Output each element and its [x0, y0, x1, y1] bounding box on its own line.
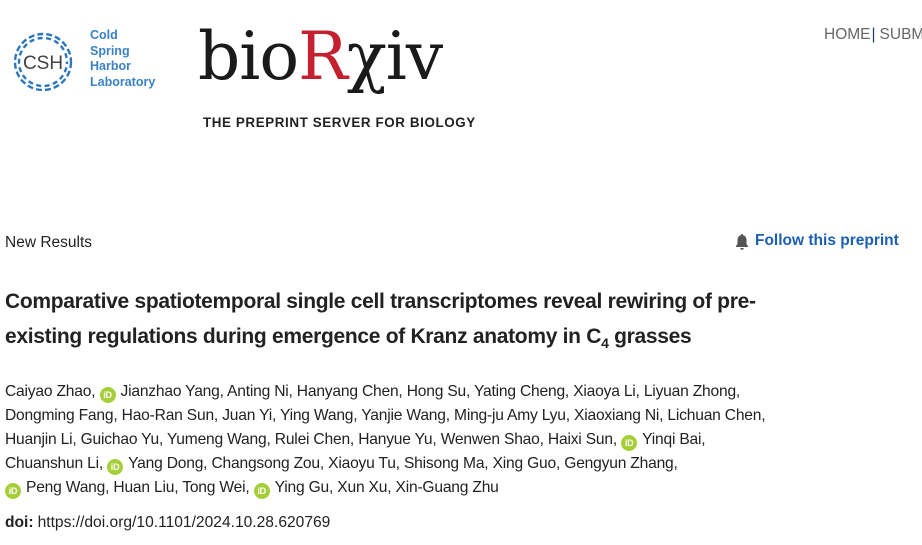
author-name: Ying Gu,	[274, 479, 334, 496]
author-name: Hanyang Chen,	[296, 383, 403, 400]
csh-logo-text: CSH	[23, 53, 63, 74]
csh-line: Laboratory	[90, 74, 156, 89]
author-name: Yumeng Wang,	[166, 431, 271, 448]
author-line: Caiyao Zhao, iD Jianzhao Yang, Anting Ni,…	[5, 380, 765, 404]
author-name: Xing Guo,	[492, 455, 561, 472]
author-name: Guichao Yu,	[80, 431, 164, 448]
author-name: Wenwen Shao,	[440, 431, 544, 448]
author-line: Huanjin Li, Guichao Yu, Yumeng Wang, Rul…	[5, 428, 765, 452]
author-name: Hanyue Yu,	[358, 431, 437, 448]
author-name: Yang Dong,	[128, 455, 208, 472]
author-name: Chuanshun Li,	[5, 455, 103, 472]
csh-line: Cold	[90, 28, 118, 42]
author-line: Dongming Fang, Hao-Ran Sun, Juan Yi, Yin…	[5, 404, 766, 428]
author-name: Xiaoya Li,	[573, 383, 640, 400]
nav-submit[interactable]: SUBMIT	[879, 26, 922, 43]
follow-preprint-link[interactable]: Follow this preprint	[734, 232, 899, 250]
author-name: Shisong Ma,	[403, 455, 489, 472]
doi-label: doi:	[5, 514, 34, 531]
author-name: Huan Liu,	[113, 479, 179, 496]
title-subscript: 4	[601, 335, 609, 352]
author-name: Tong Wei,	[182, 479, 250, 496]
title-text: existing regulations during emergence of…	[5, 325, 602, 348]
author-name: Rulei Chen,	[274, 431, 355, 448]
article-title: Comparative spatiotemporal single cell t…	[5, 284, 915, 361]
doi-link[interactable]: https://doi.org/10.1101/2024.10.28.62076…	[37, 514, 331, 531]
author-name: Yinqi Bai,	[642, 431, 706, 448]
author-name: Gengyun Zhang,	[564, 455, 678, 472]
nav-home[interactable]: HOME	[824, 26, 871, 43]
follow-label: Follow this preprint	[755, 232, 899, 249]
tagline: THE PREPRINT SERVER FOR BIOLOGY	[203, 115, 476, 130]
logo-bio: bio	[198, 18, 299, 95]
title-line: existing regulations during emergence of…	[5, 319, 915, 361]
author-name: Ming-ju Amy Lyu,	[454, 407, 570, 424]
author-name: Xun Xu,	[337, 479, 392, 496]
nav-separator: |	[871, 26, 876, 43]
logo-r: R	[298, 18, 348, 95]
title-text: grasses	[608, 325, 692, 348]
orcid-icon[interactable]: iD	[253, 483, 270, 499]
author-name: Hao-Ran Sun,	[121, 407, 219, 424]
bell-icon	[736, 233, 748, 250]
author-line: Chuanshun Li, iD Yang Dong, Changsong Zou…	[5, 452, 765, 476]
author-name: Haixi Sun,	[547, 431, 617, 448]
author-name: Xiaoxiang Ni,	[574, 407, 664, 424]
author-name: Caiyao Zhao,	[5, 383, 96, 400]
csh-line: Spring	[90, 43, 130, 58]
author-name: Hong Su,	[406, 383, 471, 400]
author-name: Liyuan Zhong,	[643, 383, 741, 400]
csh-name[interactable]: Cold Spring Harbor Laboratory	[90, 28, 155, 90]
author-list: Caiyao Zhao, iD Jianzhao Yang, Anting Ni,…	[5, 380, 766, 500]
author-name: Yanjie Wang,	[361, 407, 450, 424]
orcid-icon[interactable]: iD	[5, 483, 21, 499]
author-name: Jianzhao Yang,	[120, 383, 224, 400]
logo-xiv: χiv	[346, 18, 443, 95]
orcid-icon[interactable]: iD	[621, 435, 638, 451]
author-name: Anting Ni,	[227, 383, 293, 400]
csh-logo[interactable]: CSH	[8, 27, 78, 97]
title-line: Comparative spatiotemporal single cell t…	[5, 290, 756, 313]
author-name: Huanjin Li,	[5, 431, 77, 448]
author-name: Ying Wang,	[279, 407, 358, 424]
author-name: Changsong Zou,	[211, 455, 324, 472]
author-line: iD Peng Wang, Huan Liu, Tong Wei, iD Ying …	[5, 476, 765, 500]
top-nav: HOME|SUBMIT	[824, 26, 922, 44]
doi: doi: https://doi.org/10.1101/2024.10.28.6…	[5, 514, 330, 532]
author-name: Dongming Fang,	[5, 407, 118, 424]
author-name: Peng Wang,	[26, 479, 110, 496]
orcid-icon[interactable]: iD	[107, 459, 124, 475]
author-name: Xin-Guang Zhu	[395, 479, 499, 496]
orcid-icon[interactable]: iD	[99, 387, 116, 403]
csh-line: Harbor	[90, 59, 131, 73]
author-name: Lichuan Chen,	[667, 407, 766, 424]
author-name: Yating Cheng,	[473, 383, 570, 400]
author-name: Juan Yi,	[222, 407, 277, 424]
biorxiv-logo[interactable]: bioRχiv	[198, 18, 443, 95]
author-name: Xiaoyu Tu,	[328, 455, 400, 472]
article-type: New Results	[5, 234, 92, 251]
